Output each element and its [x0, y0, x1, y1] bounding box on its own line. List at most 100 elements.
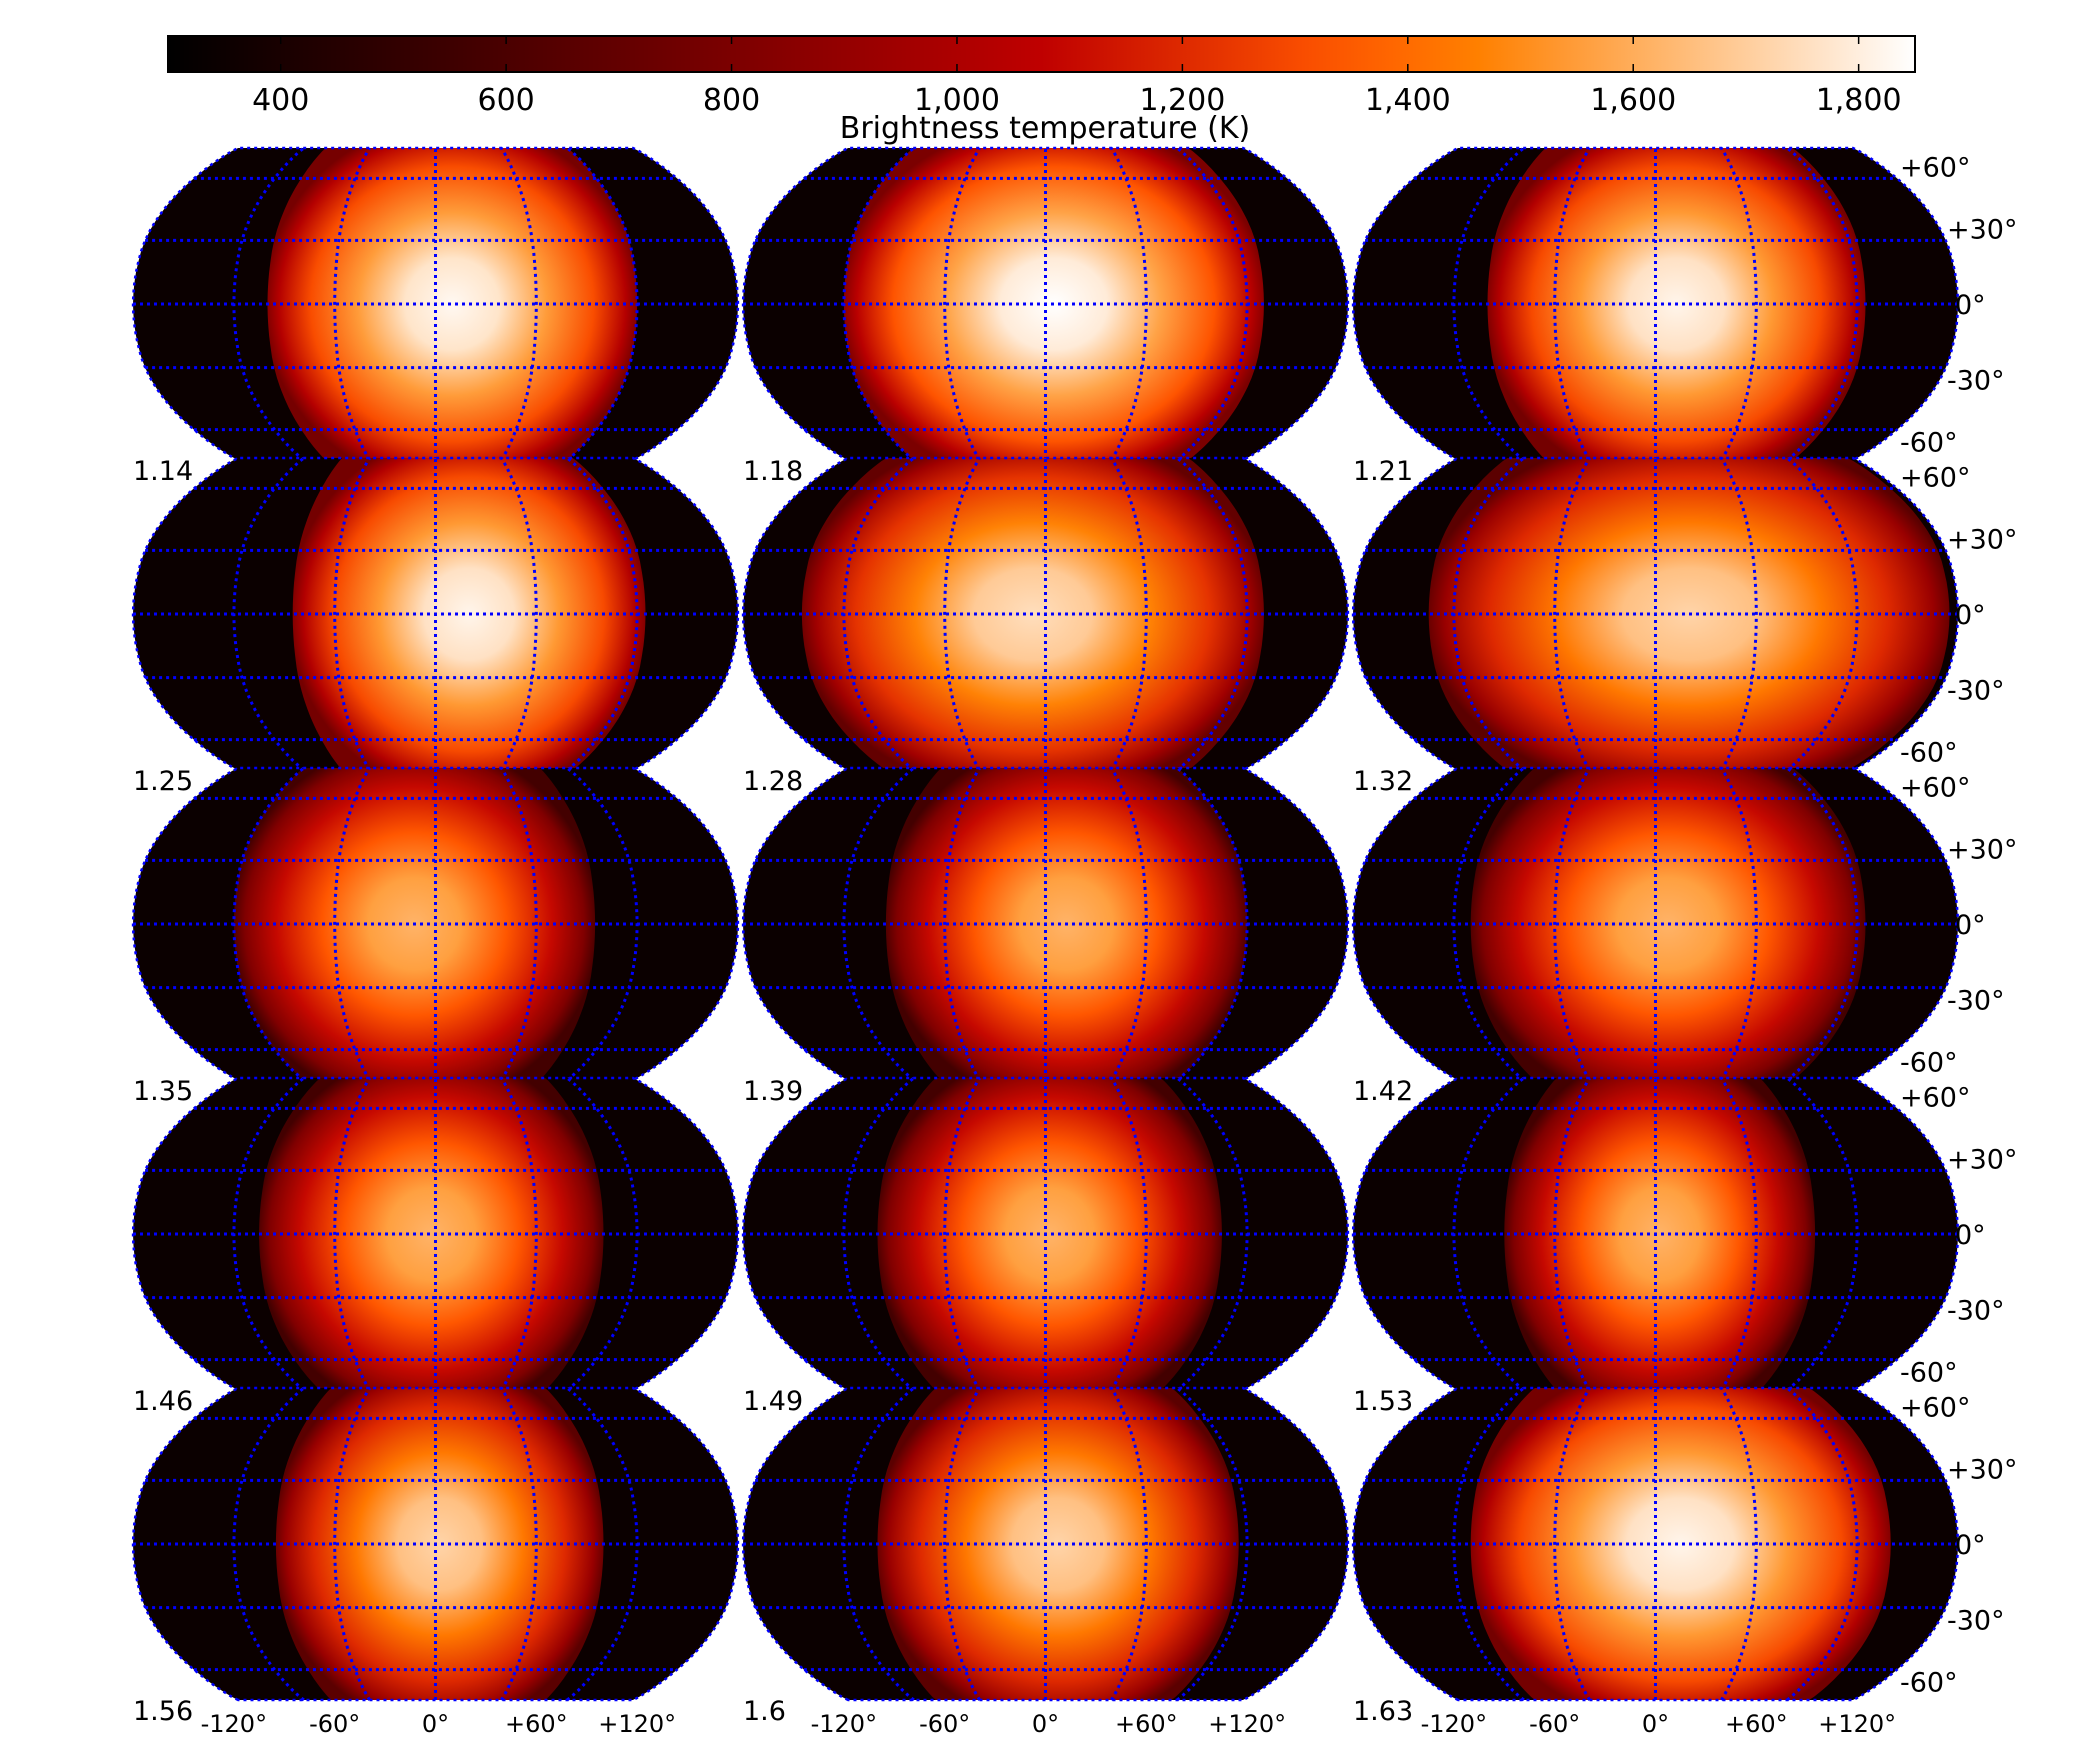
- grid-meridian: [1720, 1387, 1758, 1701]
- grid-meridian: [842, 1386, 915, 1702]
- map-panel: 1.6: [741, 1386, 1350, 1727]
- axis-labels: +60°+30°0°-30°-60°+60°+30°0°-30°-60°+60°…: [201, 152, 2018, 1738]
- map-panel: 1.32: [1351, 456, 1960, 797]
- map-panels: 1.14 1.18 1.21 1.25 1.28 1.32 1.35 1.39 1.42 1.46…: [131, 146, 1960, 1727]
- longitude-tick-label: -60°: [919, 1710, 970, 1738]
- panel-wavelength-label: 1.25: [133, 766, 193, 797]
- longitude-tick-label: +60°: [1725, 1710, 1788, 1738]
- longitude-tick-label: 0°: [422, 1710, 449, 1738]
- grid-meridian: [232, 146, 305, 462]
- colorbar-tick-label: 400: [252, 83, 309, 118]
- grid-meridian: [842, 1076, 915, 1392]
- grid-meridian: [1720, 457, 1758, 771]
- colorbar-tick-label: 1,200: [1139, 83, 1225, 118]
- grid-meridian: [232, 456, 305, 772]
- grid-meridian: [1786, 146, 1859, 462]
- grid-meridian: [943, 767, 981, 1081]
- grid-meridian: [1553, 1077, 1591, 1391]
- grid-meridian: [333, 1387, 371, 1701]
- latitude-tick-label: +30°: [1947, 214, 2017, 245]
- grid-meridian: [1553, 767, 1591, 1081]
- panel-wavelength-label: 1.39: [743, 1076, 803, 1107]
- map-outline: [131, 1386, 740, 1702]
- grid-meridian: [1110, 457, 1148, 771]
- latitude-tick-label: -30°: [1947, 1296, 2005, 1327]
- longitude-tick-label: +120°: [598, 1710, 676, 1738]
- grid-meridian: [842, 456, 915, 772]
- latitude-tick-label: +60°: [1900, 152, 1970, 183]
- latitude-tick-label: +30°: [1947, 834, 2017, 865]
- latitude-tick-label: -30°: [1947, 366, 2005, 397]
- grid-meridian: [232, 1386, 305, 1702]
- grid-meridian: [1553, 1387, 1591, 1701]
- grid-meridian: [1176, 766, 1249, 1082]
- map-day-side: [267, 148, 638, 460]
- latitude-tick-label: +30°: [1947, 524, 2017, 555]
- panel-wavelength-label: 1.53: [1353, 1386, 1413, 1417]
- grid-meridian: [842, 766, 915, 1082]
- panel-wavelength-label: 1.49: [743, 1386, 803, 1417]
- map-outline: [131, 456, 740, 772]
- longitude-tick-label: 0°: [1642, 1710, 1669, 1738]
- colorbar-tick-label: 1,000: [914, 83, 1000, 118]
- colorbar-gradient: [167, 35, 1916, 73]
- grid-meridian: [1176, 146, 1249, 462]
- grid-meridian: [1110, 147, 1148, 461]
- longitude-tick-label: +60°: [1115, 1710, 1178, 1738]
- latitude-tick-label: +60°: [1900, 1082, 1970, 1113]
- latitude-tick-label: -60°: [1900, 1048, 1958, 1079]
- map-day-side: [1504, 1078, 1816, 1390]
- grid-meridian: [232, 766, 305, 1082]
- panel-wavelength-label: 1.21: [1353, 456, 1413, 487]
- map-panel: 1.39: [741, 766, 1350, 1107]
- colorbar-tick-label: 600: [477, 83, 534, 118]
- grid-meridian: [566, 456, 639, 772]
- panel-wavelength-label: 1.63: [1353, 1696, 1413, 1727]
- latitude-tick-label: 0°: [1955, 1220, 1986, 1251]
- map-outline: [1351, 146, 1960, 462]
- latitude-tick-label: -60°: [1900, 1358, 1958, 1389]
- latitude-tick-label: 0°: [1955, 910, 1986, 941]
- latitude-tick-label: -60°: [1900, 738, 1958, 769]
- panel-wavelength-label: 1.6: [743, 1696, 786, 1727]
- grid-meridian: [1786, 1076, 1859, 1392]
- colorbar-tick-label: 1,400: [1365, 83, 1451, 118]
- colorbar-ticks: 400 600 800 1,000 1,200 1,400 1,600 1,800: [252, 36, 1902, 118]
- grid-meridian: [566, 146, 639, 462]
- grid-meridian: [333, 147, 371, 461]
- panel-wavelength-label: 1.42: [1353, 1076, 1413, 1107]
- map-panel: 1.53: [1351, 1076, 1960, 1417]
- grid-meridian: [943, 1077, 981, 1391]
- map-outline: [741, 766, 1350, 1082]
- grid-meridian: [500, 147, 538, 461]
- map-panel: 1.28: [741, 456, 1350, 797]
- latitude-tick-label: +60°: [1900, 1392, 1970, 1423]
- grid-meridian: [1786, 456, 1859, 772]
- grid-meridian: [1176, 1386, 1249, 1702]
- grid-meridian: [232, 1076, 305, 1392]
- latitude-tick-label: +30°: [1947, 1144, 2017, 1175]
- map-outline: [131, 146, 740, 462]
- grid-meridian: [1720, 767, 1758, 1081]
- map-outline: [1351, 1076, 1960, 1392]
- map-panel: 1.21: [1351, 146, 1960, 487]
- grid-meridian: [500, 767, 538, 1081]
- colorbar: 400 600 800 1,000 1,200 1,400 1,600 1,800 Brigh…: [167, 35, 1916, 146]
- map-panel: 1.49: [741, 1076, 1350, 1417]
- grid-meridian: [1553, 147, 1591, 461]
- grid-meridian: [1176, 1076, 1249, 1392]
- map-outline: [1351, 456, 1960, 772]
- map-outline: [741, 1076, 1350, 1392]
- map-day-side: [259, 1078, 604, 1390]
- grid-meridian: [333, 1077, 371, 1391]
- map-panel: 1.63: [1351, 1386, 1960, 1727]
- grid-meridian: [1553, 457, 1591, 771]
- latitude-tick-label: 0°: [1955, 290, 1986, 321]
- grid-meridian: [1452, 766, 1525, 1082]
- panel-wavelength-label: 1.35: [133, 1076, 193, 1107]
- map-outline: [131, 766, 740, 1082]
- grid-meridian: [943, 457, 981, 771]
- grid-meridian: [943, 1387, 981, 1701]
- map-panel: 1.46: [131, 1076, 740, 1417]
- longitude-tick-label: +60°: [505, 1710, 568, 1738]
